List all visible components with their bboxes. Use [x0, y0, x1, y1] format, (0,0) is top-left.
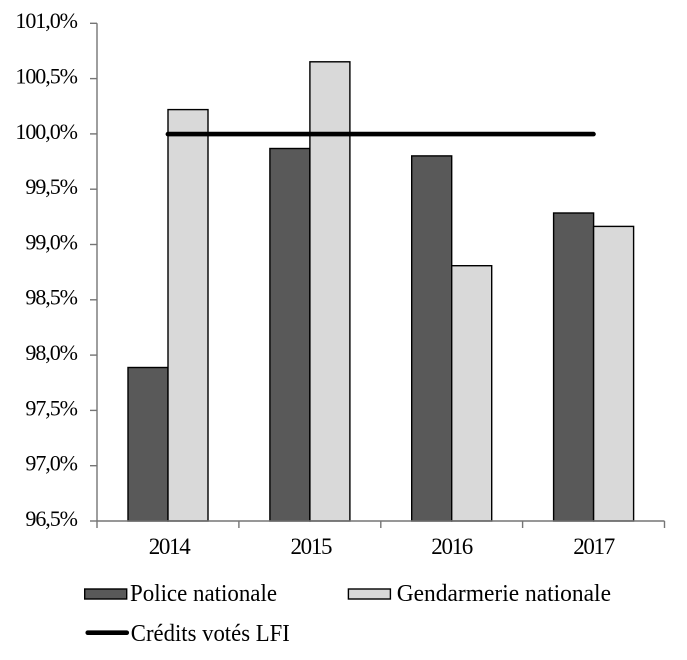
svg-text:100,5%: 100,5% — [15, 64, 78, 89]
svg-text:97,0%: 97,0% — [25, 451, 78, 476]
svg-text:2017: 2017 — [573, 534, 615, 559]
svg-text:97,5%: 97,5% — [25, 395, 78, 420]
svg-text:2015: 2015 — [291, 534, 333, 559]
svg-text:2014: 2014 — [149, 534, 192, 559]
svg-text:99,5%: 99,5% — [25, 174, 78, 199]
svg-text:99,0%: 99,0% — [25, 229, 78, 254]
svg-text:2016: 2016 — [431, 534, 473, 559]
svg-text:96,5%: 96,5% — [25, 506, 78, 531]
svg-text:Gendarmerie nationale: Gendarmerie nationale — [397, 581, 611, 607]
svg-text:98,5%: 98,5% — [25, 285, 78, 310]
svg-text:98,0%: 98,0% — [25, 340, 78, 365]
svg-text:Crédits votés LFI: Crédits votés LFI — [131, 621, 290, 647]
svg-text:Police nationale: Police nationale — [130, 581, 277, 607]
svg-text:100,0%: 100,0% — [15, 119, 78, 144]
svg-text:101,0%: 101,0% — [15, 8, 78, 33]
